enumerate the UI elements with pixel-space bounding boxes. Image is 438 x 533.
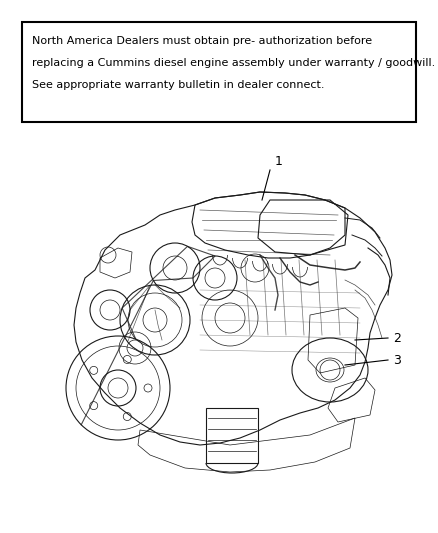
- Text: See appropriate warranty bulletin in dealer connect.: See appropriate warranty bulletin in dea…: [32, 80, 325, 90]
- Text: North America Dealers must obtain pre- authorization before: North America Dealers must obtain pre- a…: [32, 36, 372, 46]
- Text: 1: 1: [275, 155, 283, 168]
- Text: replacing a Cummins diesel engine assembly under warranty / goodwill.: replacing a Cummins diesel engine assemb…: [32, 58, 435, 68]
- Text: 2: 2: [393, 332, 401, 344]
- Bar: [206, 408, 258, 463]
- Text: 3: 3: [393, 353, 401, 367]
- Bar: [22, 22, 416, 122]
